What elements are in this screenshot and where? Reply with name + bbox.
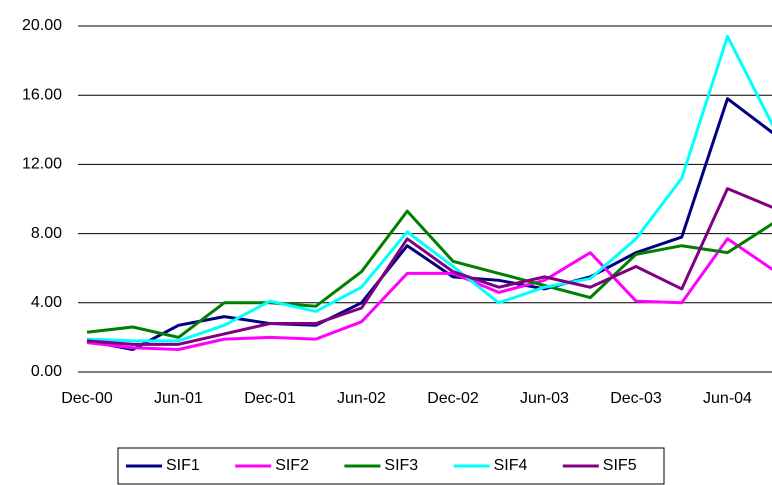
x-tick-label: Jun-03 (520, 390, 569, 407)
legend-label: SIF5 (603, 457, 637, 474)
x-tick-label: Jun-04 (703, 390, 752, 407)
y-tick-label: 20.00 (22, 17, 62, 34)
y-tick-label: 4.00 (31, 294, 62, 311)
y-tick-label: 8.00 (31, 225, 62, 242)
x-tick-label: Dec-03 (610, 390, 662, 407)
series-line (86, 34, 772, 343)
x-tick-label: Dec-02 (427, 390, 479, 407)
y-tick-label: 12.00 (22, 156, 62, 173)
legend-label: SIF1 (166, 457, 200, 474)
legend-label: SIF2 (275, 457, 309, 474)
series-line (86, 237, 772, 352)
x-tick-label: Dec-00 (61, 390, 113, 407)
x-tick-label: Jun-02 (337, 390, 386, 407)
y-tick-label: 16.00 (22, 86, 62, 103)
series-line (86, 209, 772, 339)
series-line (86, 97, 772, 352)
legend-label: SIF3 (384, 457, 418, 474)
x-tick-label: Jun-01 (154, 390, 203, 407)
series-line (86, 187, 772, 346)
y-tick-label: 0.00 (31, 363, 62, 380)
x-tick-label: Dec-01 (244, 390, 296, 407)
legend-label: SIF4 (494, 457, 528, 474)
